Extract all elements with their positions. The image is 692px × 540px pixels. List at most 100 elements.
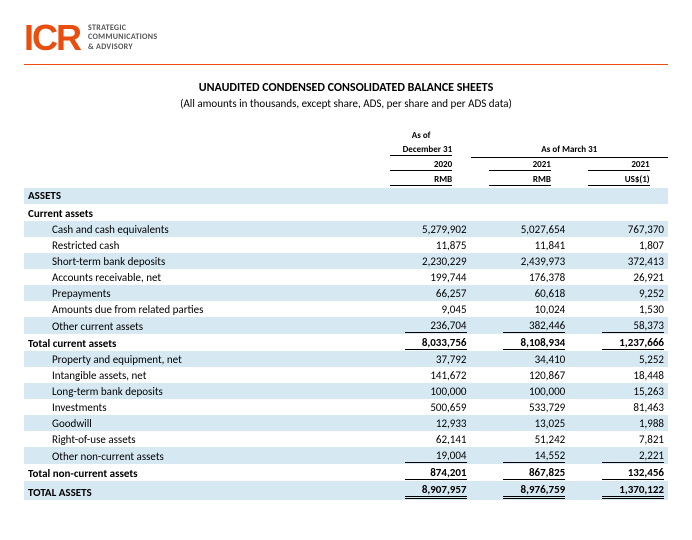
ltbd-c1: 100,000: [405, 385, 467, 398]
other-curr-c2: 382,446: [503, 319, 565, 333]
label-tca: Total current assets: [24, 334, 372, 351]
tca-c3: 1,237,666: [602, 336, 664, 350]
ppe-c1: 37,792: [405, 353, 467, 366]
label-invest: Investments: [24, 399, 372, 415]
ta-c3: 1,370,122: [602, 483, 664, 499]
label-current-assets: Current assets: [24, 204, 372, 222]
prepay-c3: 9,252: [602, 287, 664, 300]
header-row-asof: As of: [24, 128, 668, 142]
ppe-c3: 5,252: [602, 353, 664, 366]
ppe-c2: 34,410: [503, 353, 565, 366]
stbd-c2: 2,439,973: [503, 255, 565, 268]
goodwill-c3: 1,988: [602, 417, 664, 430]
hdr-usd: US$(1): [588, 174, 650, 186]
row-intangible: Intangible assets, net 141,672 120,867 1…: [24, 367, 668, 383]
other-curr-c1: 236,704: [405, 319, 467, 333]
tnca-c3: 132,456: [602, 466, 664, 480]
cash-c1: 5,279,902: [405, 223, 467, 236]
balance-sheet-table: As of December 31 As of March 31 2020 20…: [24, 128, 668, 500]
stbd-c1: 2,230,229: [405, 255, 467, 268]
hdr-dec31: December 31: [390, 144, 452, 156]
prepay-c2: 60,618: [503, 287, 565, 300]
ltbd-c2: 100,000: [503, 385, 565, 398]
hdr-2020: 2020: [390, 159, 452, 171]
invest-c2: 533,729: [503, 401, 565, 414]
header-row-year: 2020 2021 2021: [24, 157, 668, 173]
label-intangible: Intangible assets, net: [24, 367, 372, 383]
header-rule: [24, 64, 668, 65]
brand-header: ICR STRATEGIC COMMUNICATIONS & ADVISORY: [24, 20, 668, 56]
tca-c2: 8,108,934: [503, 336, 565, 350]
header-row-currency: RMB RMB US$(1): [24, 173, 668, 188]
rou-c3: 7,821: [602, 433, 664, 446]
row-invest: Investments 500,659 533,729 81,463: [24, 399, 668, 415]
ta-c1: 8,907,957: [405, 483, 467, 499]
logo-tagline-l2: COMMUNICATIONS: [88, 32, 157, 42]
row-total-assets: TOTAL ASSETS 8,907,957 8,976,759 1,370,1…: [24, 481, 668, 500]
rou-c2: 51,242: [503, 433, 565, 446]
related-c1: 9,045: [405, 303, 467, 316]
row-total-current-assets: Total current assets 8,033,756 8,108,934…: [24, 334, 668, 351]
hdr-2021a: 2021: [489, 159, 551, 171]
row-prepay: Prepayments 66,257 60,618 9,252: [24, 285, 668, 301]
invest-c3: 81,463: [602, 401, 664, 414]
label-ta: TOTAL ASSETS: [24, 481, 372, 500]
hdr-2021b: 2021: [588, 159, 650, 171]
row-goodwill: Goodwill 12,933 13,025 1,988: [24, 415, 668, 431]
section-assets: ASSETS: [24, 188, 668, 204]
label-restricted: Restricted cash: [24, 237, 372, 253]
row-restricted: Restricted cash 11,875 11,841 1,807: [24, 237, 668, 253]
logo-tagline: STRATEGIC COMMUNICATIONS & ADVISORY: [88, 24, 157, 53]
logo-mark: ICR: [24, 20, 80, 56]
section-current-assets: Current assets: [24, 204, 668, 222]
label-other-curr: Other current assets: [24, 317, 372, 334]
label-rou: Right-of-use assets: [24, 431, 372, 447]
label-assets: ASSETS: [24, 188, 372, 204]
page-subtitle: (All amounts in thousands, except share,…: [24, 97, 668, 110]
row-related: Amounts due from related parties 9,045 1…: [24, 301, 668, 317]
hdr-rmb2: RMB: [489, 174, 551, 186]
label-other-nc: Other non-current assets: [24, 447, 372, 464]
row-ar: Accounts receivable, net 199,744 176,378…: [24, 269, 668, 285]
restricted-c3: 1,807: [602, 239, 664, 252]
intangible-c1: 141,672: [405, 369, 467, 382]
intangible-c3: 18,448: [602, 369, 664, 382]
restricted-c2: 11,841: [503, 239, 565, 252]
restricted-c1: 11,875: [405, 239, 467, 252]
row-other-curr: Other current assets 236,704 382,446 58,…: [24, 317, 668, 334]
logo-tagline-l3: & ADVISORY: [88, 42, 133, 52]
row-cash: Cash and cash equivalents 5,279,902 5,02…: [24, 221, 668, 237]
ar-c1: 199,744: [405, 271, 467, 284]
other-nc-c3: 2,221: [602, 449, 664, 463]
row-ppe: Property and equipment, net 37,792 34,41…: [24, 351, 668, 367]
stbd-c3: 372,413: [602, 255, 664, 268]
other-nc-c1: 19,004: [405, 449, 467, 463]
ltbd-c3: 15,263: [602, 385, 664, 398]
row-other-nc: Other non-current assets 19,004 14,552 2…: [24, 447, 668, 464]
label-goodwill: Goodwill: [24, 415, 372, 431]
cash-c3: 767,370: [602, 223, 664, 236]
label-prepay: Prepayments: [24, 285, 372, 301]
row-stbd: Short-term bank deposits 2,230,229 2,439…: [24, 253, 668, 269]
cash-c2: 5,027,654: [503, 223, 565, 236]
related-c2: 10,024: [503, 303, 565, 316]
related-c3: 1,530: [602, 303, 664, 316]
label-ltbd: Long-term bank deposits: [24, 383, 372, 399]
label-ppe: Property and equipment, net: [24, 351, 372, 367]
ar-c3: 26,921: [602, 271, 664, 284]
tnca-c2: 867,825: [503, 466, 565, 480]
intangible-c2: 120,867: [503, 369, 565, 382]
label-ar: Accounts receivable, net: [24, 269, 372, 285]
ta-c2: 8,976,759: [503, 483, 565, 499]
row-rou: Right-of-use assets 62,141 51,242 7,821: [24, 431, 668, 447]
header-row-date: December 31 As of March 31: [24, 142, 668, 157]
hdr-mar31: As of March 31: [471, 142, 668, 157]
hdr-asof1: As of: [372, 128, 471, 142]
logo-tagline-l1: STRATEGIC: [88, 23, 126, 33]
prepay-c1: 66,257: [405, 287, 467, 300]
ar-c2: 176,378: [503, 271, 565, 284]
rou-c1: 62,141: [405, 433, 467, 446]
label-related: Amounts due from related parties: [24, 301, 372, 317]
hdr-rmb1: RMB: [390, 174, 452, 186]
tnca-c1: 874,201: [405, 466, 467, 480]
